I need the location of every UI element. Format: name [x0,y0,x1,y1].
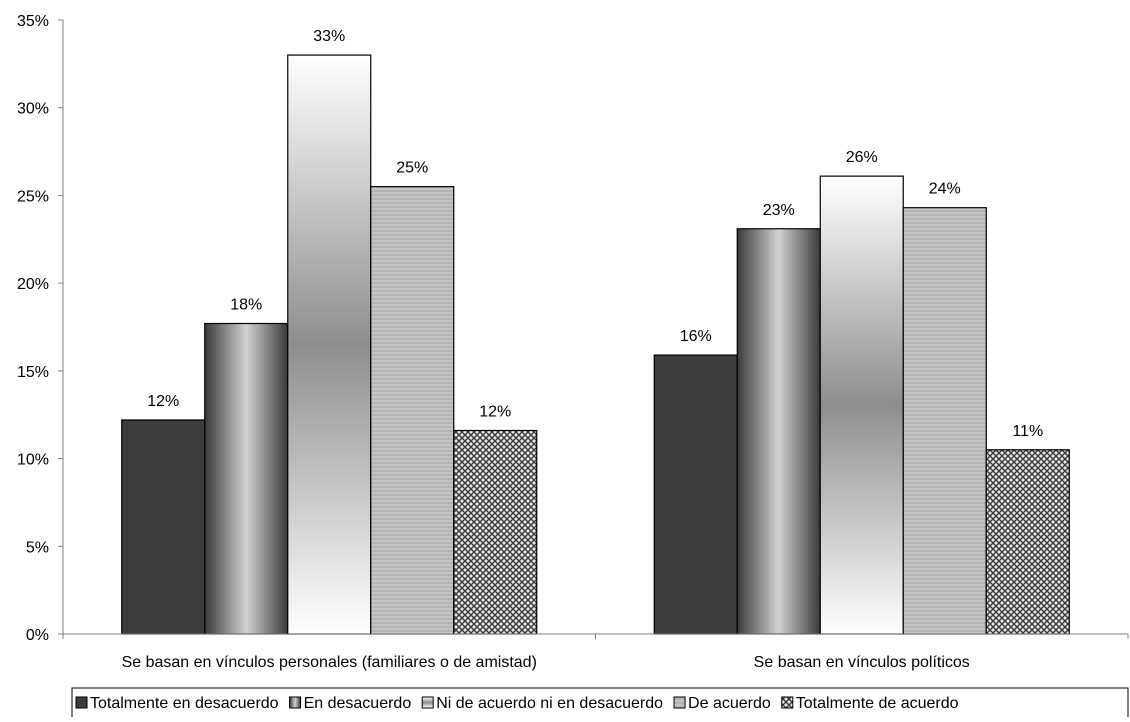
legend-entry-label: Totalmente en desacuerdo [90,695,279,712]
x-axis: Se basan en vínculos personales (familia… [62,633,1129,671]
bars: 12% 18% 33% 25% 12% 16% 23% 26% 24% 11% [121,28,1070,635]
bar [819,175,904,635]
y-tick-label: 0% [26,627,49,644]
bar-data-label: 33% [313,28,345,45]
bar-data-label: 11% [1012,423,1043,440]
legend-entry-label: Ni de acuerdo ni en desacuerdo [436,695,663,712]
bar [902,207,987,635]
bar-data-label: 25% [396,160,428,177]
y-tick-label: 20% [17,276,49,293]
x-category-label: Se basan en vínculos políticos [754,654,970,671]
bar [985,449,1070,635]
bar [370,186,455,635]
bar-data-label: 12% [479,404,511,421]
legend-swatch [421,696,434,709]
x-category-label: Se basan en vínculos personales (familia… [122,654,537,671]
y-tick-label: 5% [26,539,49,556]
bar [736,228,821,635]
legend-box [71,687,1129,720]
legend-entry-label: En desacuerdo [304,695,412,712]
legend-swatch [289,696,302,709]
y-tick-label: 15% [17,364,49,381]
bar-data-label: 26% [846,149,878,166]
bar [287,54,372,635]
bar-data-label: 23% [763,202,795,219]
bar [453,429,538,635]
y-tick-label: 25% [17,188,49,205]
legend-swatch [781,696,794,709]
y-tick-label: 35% [17,13,49,30]
y-axis: 0% 5% 10% 15% 20% 25% 30% 35% [17,13,64,644]
legend-swatch [673,696,686,709]
bar-data-label: 12% [147,393,179,410]
bar-data-label: 18% [230,296,262,313]
y-tick-label: 10% [17,452,49,469]
legend-entry-label: Totalmente de acuerdo [796,695,959,712]
bar [121,419,206,635]
legend: Totalmente en desacuerdo En desacuerdo Ni … [71,687,1129,720]
bar [204,322,289,635]
legend-entry-label: De acuerdo [688,695,771,712]
bar-data-label: 16% [680,328,712,345]
bar-data-label: 24% [929,181,961,198]
y-tick-label: 30% [17,101,49,118]
bar [653,354,738,635]
legend-swatch [75,696,88,709]
